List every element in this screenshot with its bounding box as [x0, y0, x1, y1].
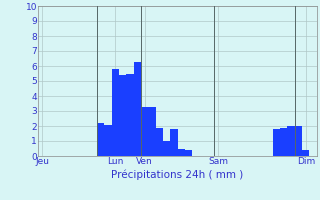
Bar [141, 106, 148, 156]
Bar [156, 128, 163, 156]
Bar [119, 75, 126, 156]
Bar [97, 123, 104, 156]
Bar [287, 126, 295, 156]
Bar [163, 141, 170, 156]
Bar [148, 106, 156, 156]
Bar [112, 69, 119, 156]
Bar [280, 128, 287, 156]
Bar [178, 148, 185, 156]
Bar [104, 124, 112, 156]
Bar [273, 129, 280, 156]
Bar [134, 62, 141, 156]
Bar [302, 150, 309, 156]
Bar [295, 126, 302, 156]
Bar [170, 129, 178, 156]
X-axis label: Précipitations 24h ( mm ): Précipitations 24h ( mm ) [111, 169, 244, 180]
Bar [185, 150, 192, 156]
Bar [126, 73, 134, 156]
